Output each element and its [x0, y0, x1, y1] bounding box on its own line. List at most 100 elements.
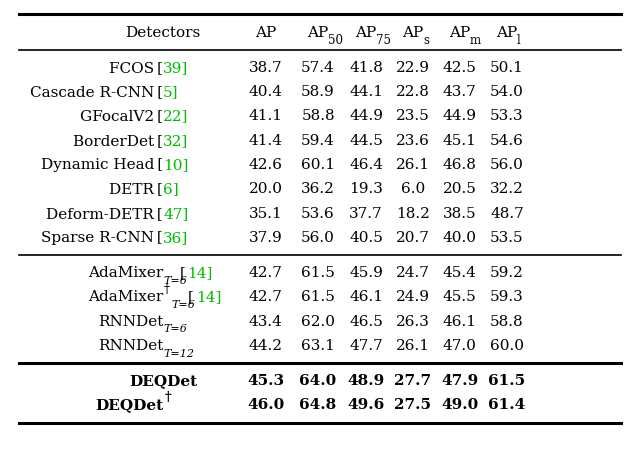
Text: 56.0: 56.0 — [301, 231, 335, 245]
Text: 27.5: 27.5 — [394, 398, 431, 412]
Text: DEQDet: DEQDet — [129, 374, 197, 388]
Text: 46.5: 46.5 — [349, 315, 383, 328]
Text: 20.0: 20.0 — [248, 182, 283, 196]
Text: 18.2: 18.2 — [396, 207, 429, 220]
Text: 5]: 5] — [163, 85, 179, 99]
Text: AdaMixer: AdaMixer — [88, 290, 163, 304]
Text: AP: AP — [402, 27, 424, 40]
Text: 64.0: 64.0 — [300, 374, 337, 388]
Text: 59.3: 59.3 — [490, 290, 524, 304]
Text: 62.0: 62.0 — [301, 315, 335, 328]
Text: †: † — [164, 391, 171, 404]
Text: l: l — [517, 34, 521, 47]
Text: 38.7: 38.7 — [249, 61, 282, 75]
Text: 20.5: 20.5 — [443, 182, 476, 196]
Text: 47]: 47] — [163, 207, 188, 220]
Text: Deform-DETR [: Deform-DETR [ — [47, 207, 163, 220]
Text: Dynamic Head [: Dynamic Head [ — [41, 158, 163, 172]
Text: 45.1: 45.1 — [443, 134, 476, 148]
Text: 44.9: 44.9 — [442, 109, 477, 123]
Text: 46.1: 46.1 — [349, 290, 383, 304]
Text: 45.5: 45.5 — [443, 290, 476, 304]
Text: 26.1: 26.1 — [396, 339, 430, 353]
Text: Cascade R-CNN [: Cascade R-CNN [ — [30, 85, 163, 99]
Text: 36.2: 36.2 — [301, 182, 335, 196]
Text: 45.4: 45.4 — [443, 266, 476, 280]
Text: 14]: 14] — [188, 266, 213, 280]
Text: 61.5: 61.5 — [301, 266, 335, 280]
Text: 44.1: 44.1 — [349, 85, 383, 99]
Text: 38.5: 38.5 — [443, 207, 476, 220]
Text: 60.0: 60.0 — [490, 339, 524, 353]
Text: 6]: 6] — [163, 182, 179, 196]
Text: [: [ — [180, 266, 186, 280]
Text: T=6: T=6 — [164, 324, 188, 334]
Text: 44.2: 44.2 — [248, 339, 283, 353]
Text: 46.4: 46.4 — [349, 158, 383, 172]
Text: RNNDet: RNNDet — [98, 315, 163, 328]
Text: FCOS [: FCOS [ — [109, 61, 163, 75]
Text: †: † — [164, 283, 170, 296]
Text: 22]: 22] — [163, 109, 189, 123]
Text: 58.8: 58.8 — [490, 315, 524, 328]
Text: 39]: 39] — [163, 61, 188, 75]
Text: 37.7: 37.7 — [349, 207, 383, 220]
Text: [: [ — [188, 290, 194, 304]
Text: 45.3: 45.3 — [247, 374, 284, 388]
Text: 47.7: 47.7 — [349, 339, 383, 353]
Text: 32.2: 32.2 — [490, 182, 524, 196]
Text: 50: 50 — [328, 34, 343, 47]
Text: 58.9: 58.9 — [301, 85, 335, 99]
Text: 49.6: 49.6 — [348, 398, 385, 412]
Text: BorderDet [: BorderDet [ — [73, 134, 163, 148]
Text: 26.3: 26.3 — [396, 315, 429, 328]
Text: RNNDet: RNNDet — [98, 339, 163, 353]
Text: 32]: 32] — [163, 134, 188, 148]
Text: GFocalV2 [: GFocalV2 [ — [80, 109, 163, 123]
Text: 44.5: 44.5 — [349, 134, 383, 148]
Text: 46.0: 46.0 — [247, 398, 284, 412]
Text: 49.0: 49.0 — [441, 398, 478, 412]
Text: 41.4: 41.4 — [248, 134, 283, 148]
Text: 53.3: 53.3 — [490, 109, 524, 123]
Text: 57.4: 57.4 — [301, 61, 335, 75]
Text: 59.4: 59.4 — [301, 134, 335, 148]
Text: AP: AP — [496, 27, 518, 40]
Text: 61.5: 61.5 — [488, 374, 525, 388]
Text: 61.4: 61.4 — [488, 398, 525, 412]
Text: 14]: 14] — [196, 290, 221, 304]
Text: 45.9: 45.9 — [349, 266, 383, 280]
Text: 56.0: 56.0 — [490, 158, 524, 172]
Text: 36]: 36] — [163, 231, 188, 245]
Text: 53.6: 53.6 — [301, 207, 335, 220]
Text: 47.9: 47.9 — [441, 374, 478, 388]
Text: 40.5: 40.5 — [349, 231, 383, 245]
Text: 23.6: 23.6 — [396, 134, 429, 148]
Text: 47.0: 47.0 — [443, 339, 476, 353]
Text: 46.1: 46.1 — [442, 315, 477, 328]
Text: 48.7: 48.7 — [490, 207, 524, 220]
Text: 10]: 10] — [163, 158, 189, 172]
Text: Detectors: Detectors — [125, 27, 201, 40]
Text: 24.7: 24.7 — [396, 266, 429, 280]
Text: 60.1: 60.1 — [301, 158, 335, 172]
Text: 41.8: 41.8 — [349, 61, 383, 75]
Text: T=6: T=6 — [172, 300, 195, 310]
Text: 75: 75 — [376, 34, 391, 47]
Text: 27.7: 27.7 — [394, 374, 431, 388]
Text: 42.7: 42.7 — [249, 266, 282, 280]
Text: 59.2: 59.2 — [490, 266, 524, 280]
Text: 42.6: 42.6 — [248, 158, 283, 172]
Text: 41.1: 41.1 — [248, 109, 283, 123]
Text: AP: AP — [355, 27, 377, 40]
Text: DETR [: DETR [ — [109, 182, 163, 196]
Text: 42.5: 42.5 — [443, 61, 476, 75]
Text: s: s — [423, 34, 429, 47]
Text: AdaMixer: AdaMixer — [88, 266, 163, 280]
Text: 53.5: 53.5 — [490, 231, 524, 245]
Text: 22.8: 22.8 — [396, 85, 429, 99]
Text: 23.5: 23.5 — [396, 109, 429, 123]
Text: 43.7: 43.7 — [443, 85, 476, 99]
Text: 35.1: 35.1 — [249, 207, 282, 220]
Text: T=6: T=6 — [163, 275, 187, 286]
